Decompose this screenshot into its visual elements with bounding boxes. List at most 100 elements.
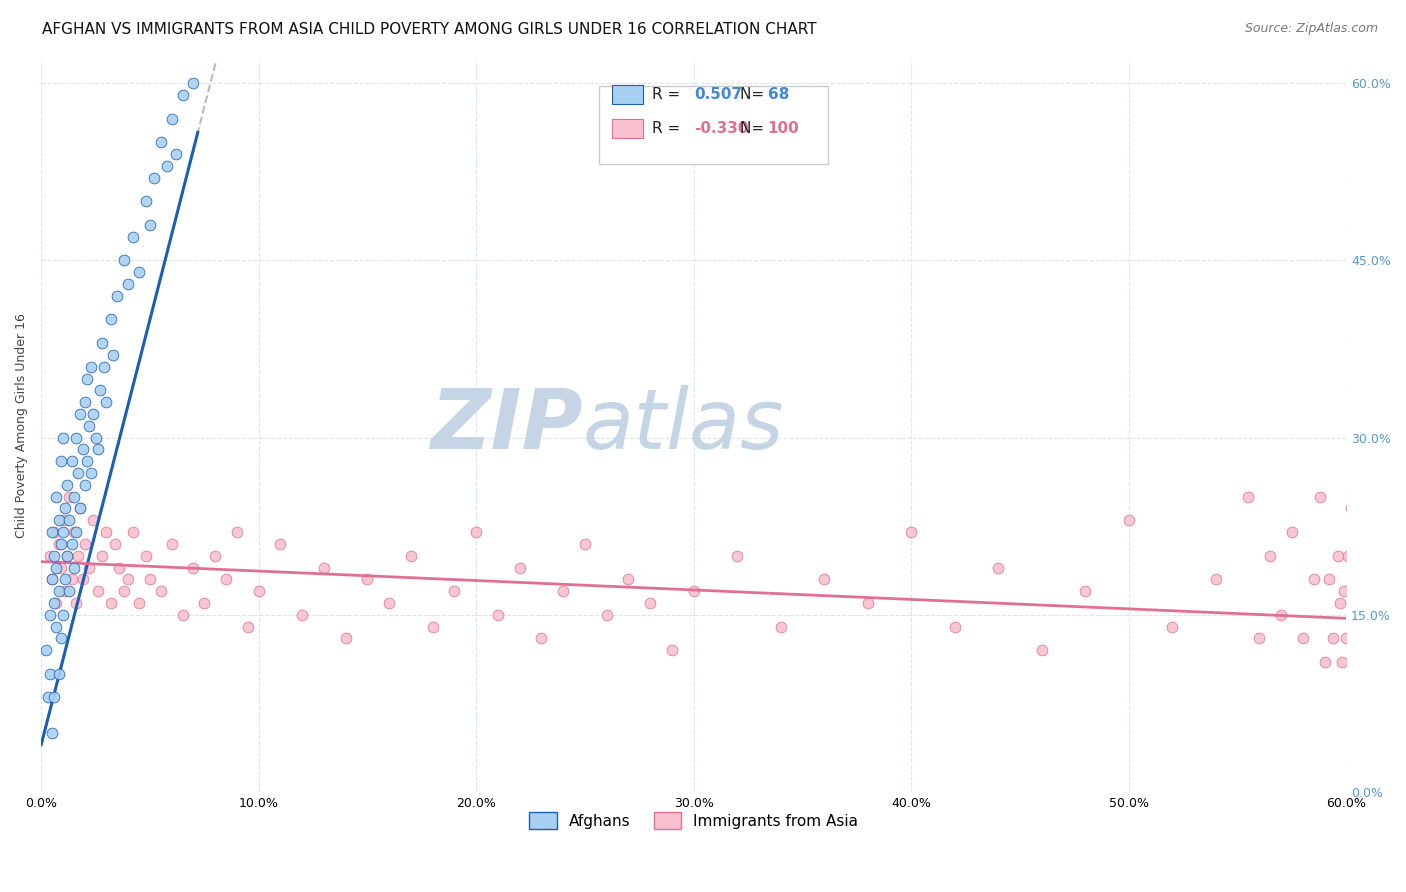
Point	[356, 572, 378, 586]
Point	[58, 513, 80, 527]
Point	[52, 431, 75, 445]
Point	[291, 607, 314, 622]
Point	[48, 584, 70, 599]
Point	[52, 513, 75, 527]
Point	[112, 584, 135, 599]
Point	[82, 513, 104, 527]
Point	[49, 454, 72, 468]
Point	[465, 525, 488, 540]
Point	[1346, 596, 1368, 610]
Point	[1322, 632, 1344, 646]
Point	[172, 88, 194, 103]
Y-axis label: Child Poverty Among Girls Under 16: Child Poverty Among Girls Under 16	[15, 313, 28, 538]
Point	[41, 525, 63, 540]
Point	[45, 560, 67, 574]
Point	[69, 407, 91, 421]
Point	[38, 549, 60, 563]
Point	[93, 359, 115, 374]
Point	[72, 442, 94, 457]
Point	[247, 584, 270, 599]
Text: -0.330: -0.330	[695, 121, 749, 136]
Point	[49, 537, 72, 551]
Point	[1357, 513, 1379, 527]
Point	[60, 572, 83, 586]
Point	[638, 596, 661, 610]
Point	[422, 619, 444, 633]
Point	[58, 584, 80, 599]
Point	[1074, 584, 1097, 599]
Point	[1353, 643, 1375, 657]
Point	[1258, 549, 1281, 563]
Point	[769, 619, 792, 633]
Point	[1302, 572, 1324, 586]
Point	[149, 136, 172, 150]
Point	[856, 596, 879, 610]
Point	[172, 607, 194, 622]
Point	[160, 537, 183, 551]
Point	[1350, 490, 1372, 504]
Point	[44, 549, 66, 563]
Point	[1348, 525, 1371, 540]
Point	[117, 277, 139, 291]
Text: N=: N=	[740, 87, 769, 102]
Point	[53, 501, 76, 516]
Point	[41, 572, 63, 586]
Point	[574, 537, 596, 551]
Point	[378, 596, 401, 610]
Point	[96, 525, 118, 540]
Point	[76, 371, 98, 385]
Point	[1237, 490, 1260, 504]
Point	[48, 513, 70, 527]
Point	[52, 607, 75, 622]
Text: 68: 68	[768, 87, 789, 102]
Point	[900, 525, 922, 540]
Point	[84, 431, 107, 445]
Point	[38, 666, 60, 681]
Point	[1309, 490, 1331, 504]
Point	[72, 572, 94, 586]
Text: AFGHAN VS IMMIGRANTS FROM ASIA CHILD POVERTY AMONG GIRLS UNDER 16 CORRELATION CH: AFGHAN VS IMMIGRANTS FROM ASIA CHILD POV…	[42, 22, 817, 37]
Text: 100: 100	[768, 121, 800, 136]
Text: Source: ZipAtlas.com: Source: ZipAtlas.com	[1244, 22, 1378, 36]
Point	[65, 431, 87, 445]
Point	[44, 690, 66, 705]
Point	[1354, 549, 1376, 563]
Point	[813, 572, 835, 586]
Point	[73, 478, 96, 492]
Point	[105, 289, 128, 303]
Point	[44, 525, 66, 540]
Point	[49, 632, 72, 646]
Point	[160, 112, 183, 126]
Point	[156, 159, 179, 173]
Point	[87, 442, 110, 457]
Text: 0.507: 0.507	[695, 87, 742, 102]
Point	[1292, 632, 1315, 646]
Text: N=: N=	[740, 121, 769, 136]
Point	[45, 619, 67, 633]
Point	[215, 572, 238, 586]
Point	[1118, 513, 1140, 527]
Point	[63, 525, 86, 540]
Point	[67, 466, 90, 480]
Point	[486, 607, 509, 622]
Point	[89, 384, 111, 398]
Point	[73, 395, 96, 409]
Point	[183, 76, 205, 90]
Point	[183, 560, 205, 574]
Point	[1313, 655, 1336, 669]
Point	[48, 537, 70, 551]
Point	[443, 584, 465, 599]
Point	[617, 572, 640, 586]
Point	[1031, 643, 1053, 657]
Point	[1317, 572, 1340, 586]
Point	[53, 572, 76, 586]
Point	[100, 312, 122, 326]
Point	[45, 490, 67, 504]
Point	[60, 454, 83, 468]
Point	[100, 596, 122, 610]
Point	[101, 348, 124, 362]
Point	[34, 643, 56, 657]
Text: ZIP: ZIP	[430, 385, 583, 467]
Point	[1161, 619, 1184, 633]
Point	[143, 170, 166, 185]
